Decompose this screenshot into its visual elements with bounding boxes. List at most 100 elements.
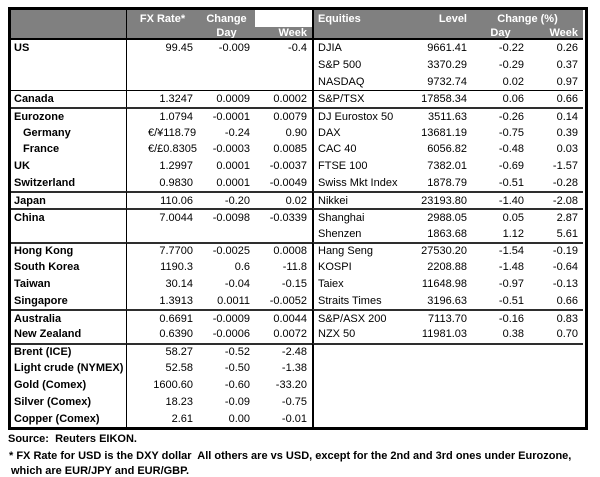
equity-name-cell: Shanghai	[312, 208, 412, 226]
fx-region-cell: Canada	[11, 90, 126, 107]
fx-region-cell: France	[23, 143, 60, 156]
fx-rate-value: 2.61	[171, 412, 193, 425]
fx-rate-value: 0.6691	[159, 312, 193, 325]
equity-change-day-cell: -0.48	[498, 143, 524, 156]
equity-change-day-cell: 0.06	[472, 90, 529, 107]
equity-change-week-cell: 0.83	[529, 309, 583, 326]
fx-change-week-cell: 0.90	[285, 126, 307, 139]
equities-day-header: Day	[472, 27, 529, 40]
equity-name-cell	[312, 393, 412, 411]
fx-rate-cell: 110.06	[126, 191, 198, 209]
market-data-table: FX Rate* Change Equities Level Change (%…	[8, 7, 588, 431]
fx-rate-subheader-blank	[126, 27, 198, 40]
equity-change-week-cell: -2.08	[529, 191, 583, 208]
fx-change-day-cell: 0.00	[228, 412, 250, 425]
equity-level-cell: 1878.79	[427, 177, 467, 190]
equity-name-cell: Taiex	[312, 275, 412, 293]
fx-rate-value: 1.2997	[159, 160, 193, 173]
equity-level-cell: 13681.19	[421, 126, 467, 139]
fx-change-week-cell: 0.0079	[255, 107, 312, 124]
equity-change-day-cell: -0.75	[498, 126, 524, 139]
equity-name-cell: Straits Times	[312, 292, 412, 310]
fx-change-week-cell: -0.15	[281, 278, 307, 290]
equity-change-day-cell: -1.40	[472, 191, 529, 208]
fx-region-cell: Brent (ICE)	[11, 342, 126, 360]
equity-level-cell: 3196.63	[427, 294, 467, 307]
fx-change-day-cell: -0.09	[224, 395, 250, 408]
fx-change-week-cell: 0.0044	[255, 309, 312, 326]
fx-change-header: Change	[198, 10, 255, 27]
fx-change-day-cell: -0.0009	[198, 309, 255, 326]
equity-level-cell	[412, 360, 472, 377]
equity-level-cell: 11981.03	[421, 328, 467, 341]
fx-change-week-cell	[255, 74, 312, 91]
equity-change-week-cell: -0.13	[552, 278, 578, 290]
fx-change-week-cell: -1.38	[281, 362, 307, 375]
equity-change-day-cell: 0.38	[502, 328, 524, 341]
fx-rate-value: 1.3247	[159, 93, 193, 106]
equity-change-day-cell: -0.22	[498, 42, 524, 55]
fx-region-cell: New Zealand	[14, 328, 82, 341]
equity-change-week-cell	[529, 342, 583, 360]
fx-rate-cell: 18.23	[126, 393, 198, 411]
fx-rate-value: 118.79	[163, 126, 197, 139]
equity-level-cell: 7382.01	[427, 160, 467, 173]
equity-name-cell: NZX 50	[312, 326, 412, 343]
fx-change-day-cell: 0.0001	[216, 160, 250, 173]
equity-change-week-cell	[529, 410, 583, 427]
equity-change-week-cell	[529, 377, 583, 394]
equity-change-day-cell: -0.51	[498, 177, 524, 190]
equities-subheader-blank	[312, 27, 412, 40]
fx-region-cell	[11, 74, 126, 91]
currency-pair-label: €/£	[148, 143, 164, 156]
equity-level-cell: 27530.20	[412, 241, 472, 259]
equity-level-cell: 11648.98	[421, 278, 467, 290]
fx-rate-cell: 1.3247	[126, 90, 198, 108]
equity-name-cell: DJIA	[312, 40, 412, 57]
equity-level-cell: 1863.68	[427, 227, 467, 240]
equity-name-cell: CAC 40	[312, 140, 412, 158]
fx-rate-cell: 0.9830	[126, 174, 198, 192]
equity-change-week-cell: -0.64	[552, 261, 578, 274]
fx-rate-cell: 7.7700	[126, 241, 198, 259]
equity-name-cell: NASDAQ	[312, 73, 412, 91]
fx-region-cell: Eurozone	[11, 107, 126, 124]
equity-change-day-cell: -0.69	[498, 160, 524, 173]
equity-change-week-cell: -1.57	[552, 160, 578, 173]
equity-name-cell: Swiss Mkt Index	[312, 174, 412, 192]
fx-change-week-cell: -0.0049	[269, 177, 307, 190]
fx-rate-cell: €/£ 0.8305	[126, 140, 198, 158]
equity-name-cell	[312, 410, 412, 428]
equity-level-cell: 2988.05	[412, 208, 472, 225]
equity-change-week-cell: 5.61	[556, 227, 578, 240]
fx-region-cell: Australia	[11, 309, 126, 326]
fx-rate-value: 1.0794	[159, 110, 193, 123]
fx-change-day-cell: 0.0011	[217, 294, 250, 307]
fx-change-day-cell: -0.20	[198, 191, 255, 208]
fx-change-day-cell: -0.0025	[198, 241, 255, 259]
fx-week-header-blank-cell	[255, 10, 312, 27]
fx-change-week-cell: -0.0052	[269, 294, 307, 307]
equity-change-week-cell	[529, 393, 583, 410]
fx-change-day-cell: 0.6	[234, 261, 250, 274]
fx-rate-cell: 1600.60	[126, 376, 198, 394]
equity-name-cell: S&P/TSX	[312, 90, 412, 108]
equity-change-day-cell: -0.51	[498, 294, 524, 307]
fx-change-day-cell: -0.009	[218, 42, 250, 55]
equity-level-cell: 9661.41	[427, 42, 467, 55]
level-header: Level	[412, 10, 472, 27]
equity-change-week-cell: 0.03	[556, 143, 578, 156]
currency-pair-label: €/¥	[148, 126, 164, 139]
equity-level-cell: 23193.80	[412, 191, 472, 208]
equity-name-cell: Nikkei	[312, 191, 412, 209]
fx-change-day-cell: -0.60	[224, 378, 250, 391]
equity-level-cell: 2208.88	[427, 261, 467, 274]
equity-name-cell: KOSPI	[312, 258, 412, 276]
equity-change-week-cell: 0.39	[556, 126, 578, 139]
equity-change-week-cell: 0.97	[556, 76, 578, 89]
fx-rate-value: 0.8305	[163, 143, 197, 156]
fx-corner-subcell	[11, 27, 126, 40]
fx-rate-cell: 52.58	[126, 359, 198, 377]
fx-change-day-cell: -0.0001	[198, 107, 255, 124]
equity-name-cell	[312, 376, 412, 394]
